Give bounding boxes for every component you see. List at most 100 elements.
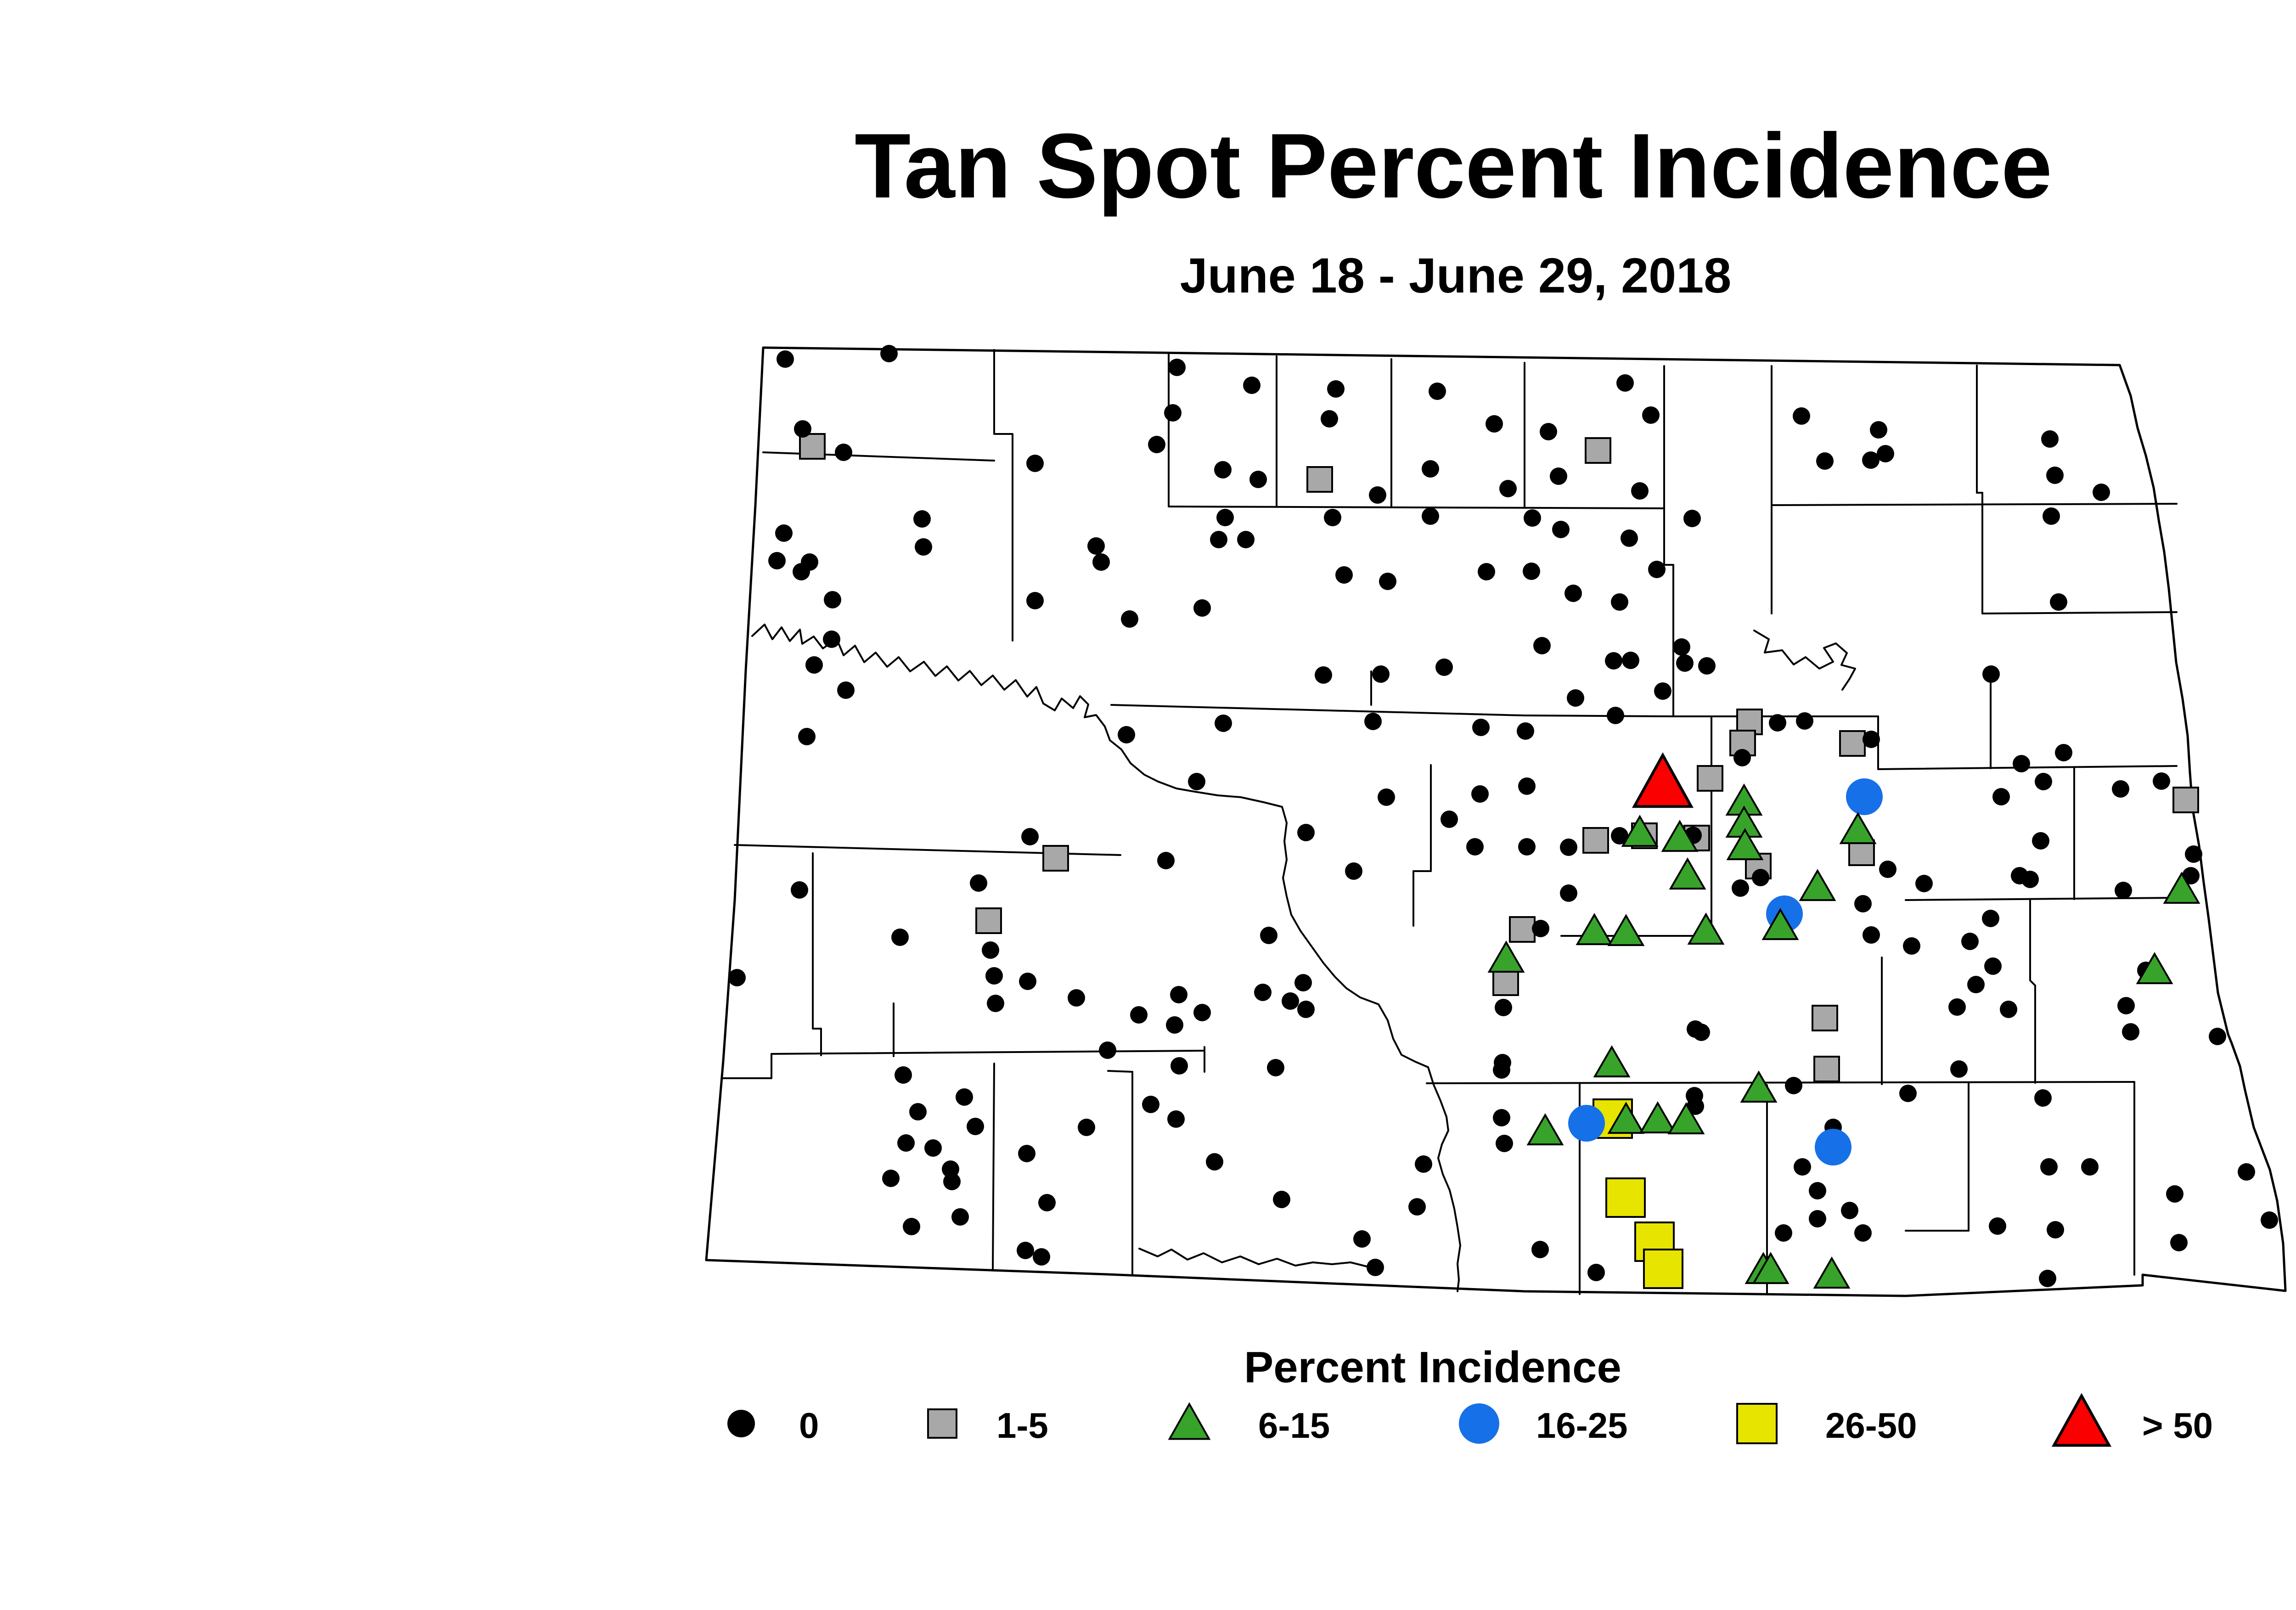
marker-dot — [2209, 1028, 2226, 1045]
marker-dot — [835, 444, 852, 461]
marker-dot — [1267, 1059, 1284, 1076]
marker-dot — [823, 630, 840, 648]
marker-dot — [2055, 744, 2072, 761]
marker-dot — [1616, 374, 1634, 392]
marker-dot — [1809, 1210, 1826, 1227]
marker-dot — [1841, 1202, 1858, 1219]
marker-dot — [1168, 359, 1186, 376]
marker-dot — [1518, 777, 1536, 795]
marker-dot — [1989, 1217, 2006, 1235]
marker-dot — [1587, 1264, 1605, 1281]
marker-dot — [1486, 415, 1503, 433]
marker-dot — [1466, 838, 1484, 856]
marker-green-triangle — [2163, 872, 2200, 904]
marker-gray-square — [1697, 765, 1723, 792]
marker-dot — [951, 1208, 969, 1226]
marker-dot — [1335, 566, 1353, 584]
marker-dot — [1524, 509, 1541, 527]
marker-dot — [1854, 895, 1872, 912]
marker-dot — [1550, 467, 1567, 485]
marker-dot — [1441, 811, 1458, 828]
marker-dot — [1879, 861, 1896, 878]
legend-marker-gray-square — [927, 1408, 957, 1439]
marker-dot — [1517, 722, 1534, 740]
marker-dot — [1021, 828, 1039, 845]
marker-dot — [1533, 637, 1551, 654]
marker-dot — [1254, 984, 1272, 1001]
marker-dot — [1379, 573, 1396, 590]
marker-dot — [1033, 1248, 1050, 1266]
marker-dot — [1092, 553, 1110, 571]
marker-dot — [1249, 471, 1267, 488]
marker-dot — [1552, 521, 1570, 538]
marker-dot — [1611, 827, 1628, 844]
marker-dot — [1206, 1153, 1223, 1171]
marker-dot — [1648, 561, 1666, 578]
marker-dot — [1673, 638, 1690, 656]
marker-dot — [768, 552, 786, 569]
marker-dot — [1210, 531, 1227, 548]
marker-dot — [909, 1103, 927, 1120]
marker-dot — [1854, 1224, 1872, 1242]
marker-dot — [2041, 430, 2059, 448]
legend: Percent Incidence 0 1-5 6-15 16-25 26-50… — [727, 1343, 2213, 1447]
marker-dot — [1364, 713, 1382, 730]
marker-green-triangle — [1752, 1252, 1790, 1284]
marker-gray-square — [799, 433, 826, 460]
marker-dot — [1796, 712, 1813, 730]
marker-dot — [1237, 531, 1255, 548]
marker-gray-square — [1509, 916, 1536, 943]
marker-dot — [2047, 1221, 2064, 1238]
marker-dot — [913, 510, 931, 528]
marker-dot — [1809, 1182, 1826, 1199]
marker-dot — [985, 967, 1003, 985]
marker-dot — [1193, 599, 1211, 617]
marker-dot — [1605, 652, 1622, 670]
marker-dot — [1794, 1158, 1811, 1176]
marker-dot — [1607, 707, 1624, 724]
marker-dot — [1422, 507, 1439, 525]
marker-dot — [1863, 926, 1880, 944]
marker-dot — [2122, 1023, 2139, 1041]
marker-dot — [1992, 788, 2010, 805]
marker-dot — [1243, 377, 1261, 394]
marker-dot — [1862, 451, 1880, 469]
marker-green-triangle — [1593, 1045, 1631, 1078]
marker-dot — [2040, 1158, 2058, 1176]
marker-dot — [2043, 507, 2060, 525]
marker-dot — [1378, 788, 1395, 806]
missouri-river — [751, 624, 1461, 1292]
marker-dot — [1984, 957, 2002, 975]
marker-gray-square — [1585, 437, 1611, 464]
cannonball-river — [1138, 1248, 1370, 1268]
marker-dot — [1068, 989, 1085, 1007]
marker-dot — [1038, 1194, 1056, 1211]
marker-green-triangle — [1669, 857, 1706, 890]
marker-dot — [1471, 785, 1489, 803]
legend-item-1-5: 1-5 — [927, 1405, 1048, 1446]
marker-dot — [1369, 486, 1386, 504]
marker-blue-circle — [1846, 778, 1883, 815]
marker-yellow-square — [1643, 1249, 1683, 1289]
marker-dot — [1297, 1001, 1315, 1018]
marker-dot — [1130, 1006, 1148, 1024]
page-subtitle: June 18 - June 29, 2018 — [1180, 248, 1732, 303]
marker-dot — [1216, 509, 1234, 526]
marker-dot — [1215, 715, 1232, 732]
marker-dot — [1171, 1057, 1188, 1075]
marker-green-triangle — [1607, 1102, 1645, 1134]
marker-dot — [798, 728, 816, 745]
marker-dot — [1642, 406, 1660, 424]
marker-dot — [1518, 838, 1536, 856]
legend-label: 1-5 — [996, 1405, 1048, 1446]
marker-dot — [895, 1066, 912, 1084]
marker-dot — [1367, 1259, 1384, 1276]
marker-dot — [1170, 986, 1187, 1003]
marker-dot — [1019, 973, 1036, 990]
legend-label: 26-50 — [1825, 1405, 1917, 1446]
marker-dot — [1078, 1119, 1095, 1136]
marker-dot — [1531, 1241, 1549, 1258]
legend-item-gt50: > 50 — [2051, 1393, 2213, 1447]
marker-dot — [2117, 997, 2135, 1014]
marker-dot — [2112, 780, 2129, 798]
